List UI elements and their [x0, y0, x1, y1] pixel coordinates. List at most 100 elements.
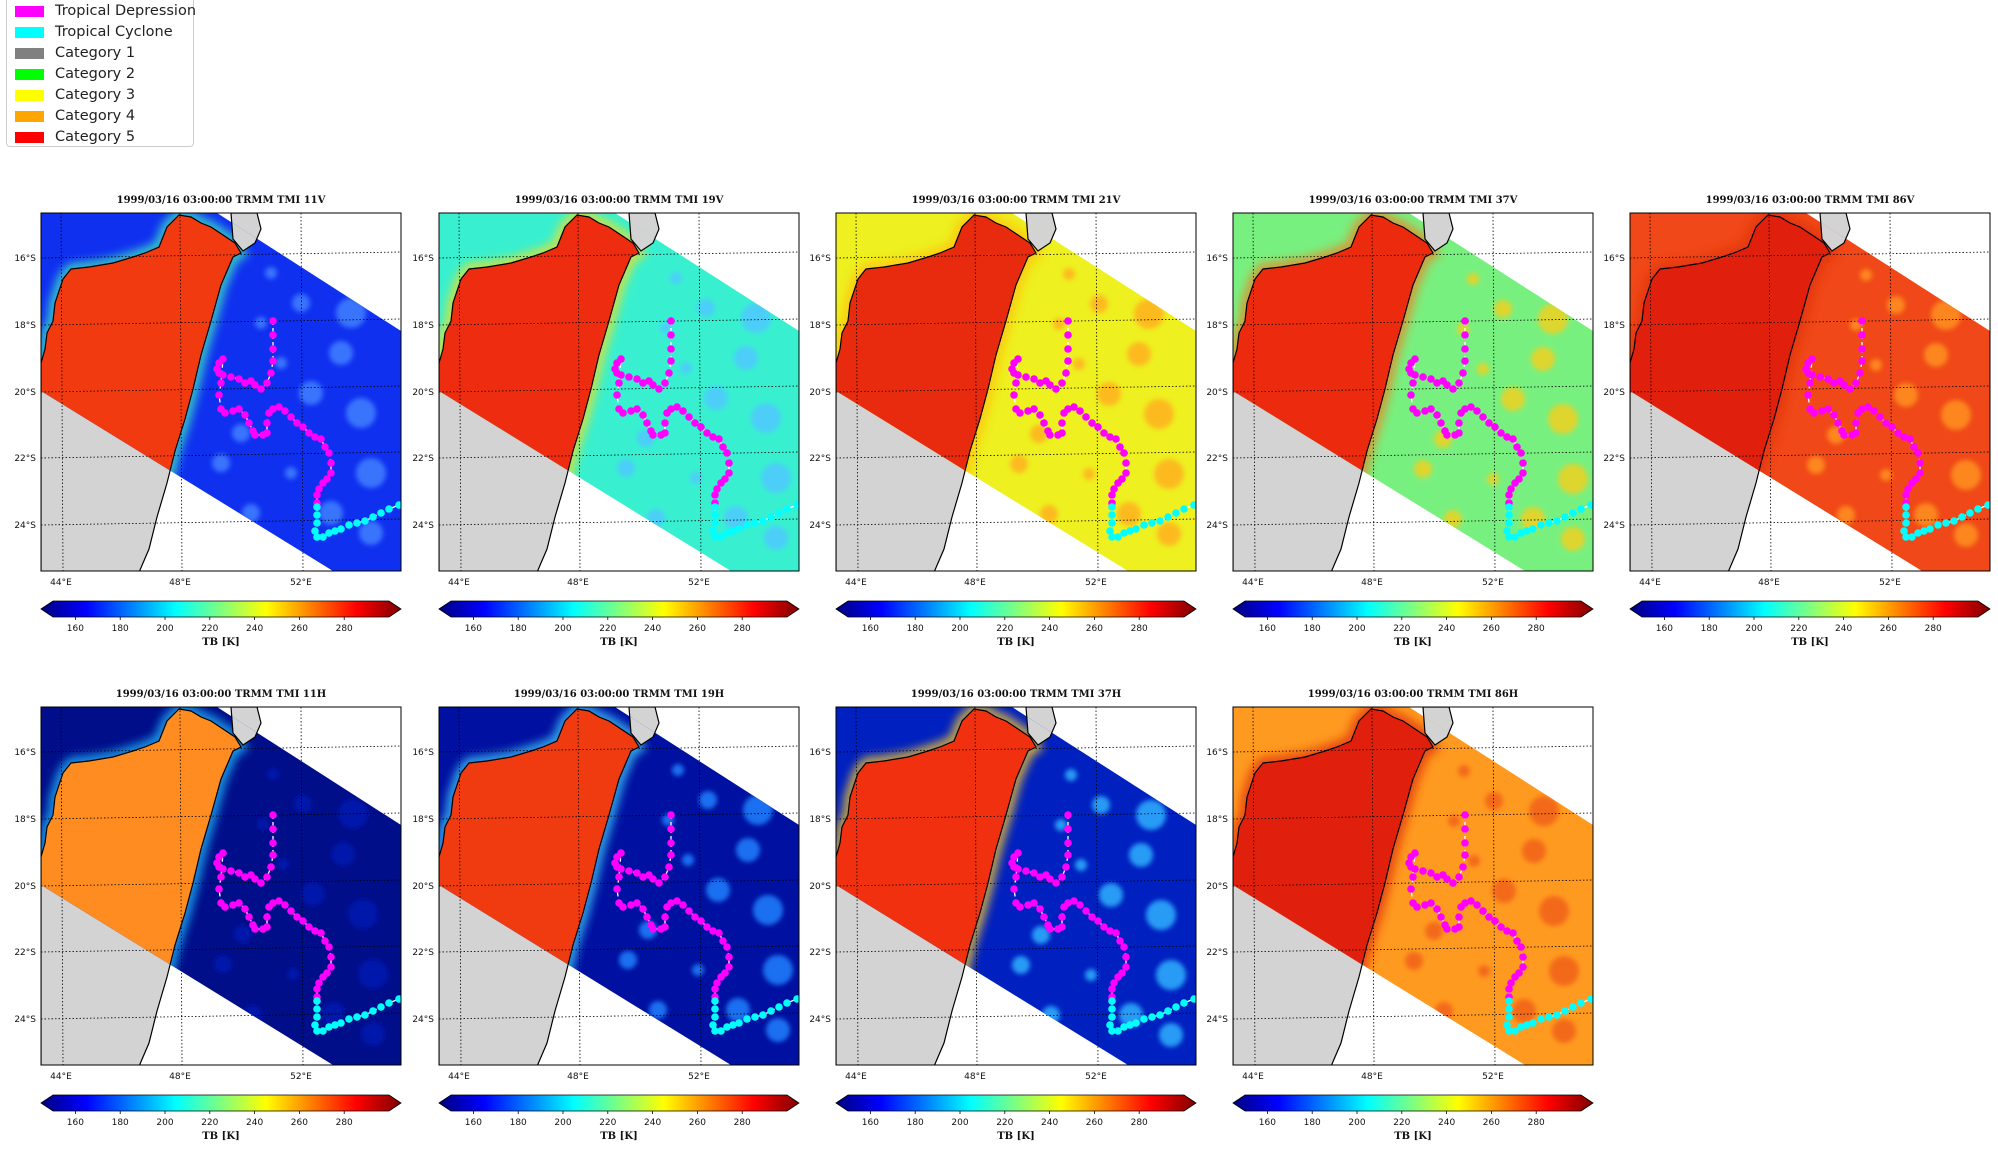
track-point-cyclone	[783, 505, 791, 513]
track-point-depression	[241, 411, 249, 419]
track-point-depression	[645, 871, 653, 879]
track-point-depression	[1507, 979, 1515, 987]
track-point-depression	[645, 377, 653, 385]
map-frame	[438, 212, 800, 572]
track-point-depression	[667, 811, 675, 819]
parallel-line	[439, 879, 799, 887]
ocean-texture	[212, 267, 386, 545]
colorbar-tick-label: 220	[996, 624, 1013, 634]
colorbar-label: TB [K]	[1791, 637, 1829, 648]
map-area	[41, 707, 401, 1065]
track-point-cyclone	[1164, 1007, 1172, 1015]
colorbar-label: TB [K]	[202, 637, 240, 648]
track-point-cyclone	[325, 529, 333, 537]
colorbar-tick-label: 220	[1790, 624, 1807, 634]
map-panel: 1999/03/16 03:00:00 TRMM TMI 37V 16°S 18°S…	[1206, 195, 1594, 648]
track-point-depression	[1058, 923, 1066, 931]
map-area	[1233, 707, 1593, 1065]
track-point-cyclone	[1569, 509, 1577, 517]
map-area	[836, 707, 1196, 1065]
colorbar-tick-label: 240	[1041, 624, 1058, 634]
legend-swatch	[15, 26, 44, 38]
track-point-cyclone	[1577, 505, 1585, 513]
track-point-depression	[1427, 869, 1435, 877]
parallel-line	[836, 1012, 1196, 1020]
track-point-cyclone	[325, 1023, 333, 1031]
track-point-depression	[251, 431, 259, 439]
track-point-depression	[1443, 431, 1451, 439]
colorbar-tick-label: 200	[951, 1118, 968, 1128]
track-point-depression	[287, 413, 295, 421]
colorbar-tick-label: 280	[1925, 624, 1942, 634]
track-point-depression	[1064, 405, 1072, 413]
track-point-depression	[1519, 953, 1527, 961]
track-point-depression	[1010, 391, 1018, 399]
track-point-depression	[725, 963, 733, 971]
parallel-line	[836, 812, 1196, 820]
track-point-depression	[719, 937, 727, 945]
colorbar-tick-label: 180	[907, 624, 924, 634]
track-point-depression	[1858, 317, 1866, 325]
lat-tick-label: 22°S	[1206, 948, 1228, 958]
colorbar-tick-label: 200	[1348, 1118, 1365, 1128]
track-point-depression	[661, 913, 669, 921]
track-point-depression	[1439, 377, 1447, 385]
track-point-depression	[1106, 927, 1114, 935]
parallel-line	[1630, 385, 1990, 393]
track-point-depression	[1064, 811, 1072, 819]
colorbar-label: TB [K]	[600, 637, 638, 648]
track-point-depression	[1064, 317, 1072, 325]
ocean-texture	[1405, 765, 1579, 1043]
lon-tick-label: 52°E	[1879, 578, 1901, 588]
parallel-line	[1233, 745, 1593, 753]
track-point-depression	[1014, 355, 1022, 363]
track-point-depression	[633, 405, 641, 413]
colorbar-tick-label: 200	[156, 624, 173, 634]
track-point-depression	[281, 407, 289, 415]
track-point-depression	[1509, 929, 1517, 937]
track-point-cyclone	[1902, 533, 1910, 541]
meridian-line	[1492, 213, 1496, 571]
panel-title: 1999/03/16 03:00:00 TRMM TMI 86H	[1308, 689, 1518, 700]
track-point-depression	[1806, 379, 1814, 387]
track-point-cyclone	[319, 533, 327, 541]
lat-tick-label: 16°S	[14, 254, 36, 264]
track-point-depression	[667, 405, 675, 413]
track-point-depression	[1461, 811, 1469, 819]
storm-track	[1008, 811, 1196, 1035]
track-point-depression	[1503, 927, 1511, 935]
track-point-depression	[267, 863, 275, 871]
track-point-cyclone	[1587, 995, 1593, 1003]
track-point-depression	[1030, 405, 1038, 413]
track-point-depression	[691, 419, 699, 427]
track-point-cyclone	[337, 1019, 345, 1027]
track-point-depression	[1114, 479, 1122, 487]
lat-tick-label: 18°S	[14, 321, 36, 331]
track-point-depression	[1437, 913, 1445, 921]
track-point-cyclone	[313, 519, 321, 527]
track-point-depression	[655, 879, 663, 887]
track-point-cyclone	[1108, 519, 1116, 527]
track-point-depression	[219, 849, 227, 857]
colorbar: 160 180 200 220 240 260 280 TB [K]	[438, 1094, 800, 1142]
track-point-depression	[1824, 375, 1832, 383]
track-point-depression	[1904, 485, 1912, 493]
track-point-cyclone	[729, 527, 737, 535]
parallel-line	[439, 812, 799, 820]
parallel-line	[439, 451, 799, 459]
map-area	[439, 213, 799, 571]
track-point-depression	[1411, 849, 1419, 857]
track-point-cyclone	[711, 1013, 719, 1021]
track-point-depression	[245, 913, 253, 921]
track-point-depression	[1491, 423, 1499, 431]
track-point-cyclone	[1569, 1003, 1577, 1011]
track-point-depression	[269, 331, 277, 339]
track-point-cyclone	[743, 1015, 751, 1023]
track-point-depression	[697, 917, 705, 925]
colorbar-tick-label: 160	[1259, 624, 1276, 634]
legend-label: Category 2	[55, 66, 136, 82]
track-point-cyclone	[369, 513, 377, 521]
meridian-line	[1768, 213, 1772, 571]
track-point-depression	[1808, 355, 1816, 363]
track-point-cyclone	[1902, 519, 1910, 527]
